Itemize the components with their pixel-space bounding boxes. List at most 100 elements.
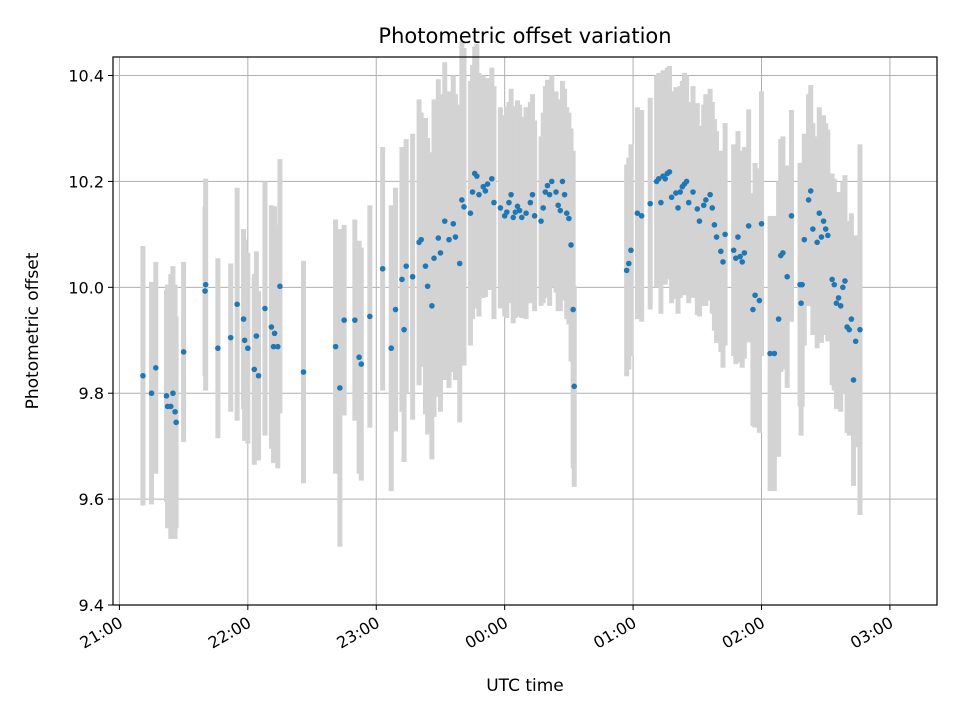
data-point	[784, 273, 790, 280]
data-point	[805, 197, 812, 203]
data-point	[690, 189, 696, 195]
data-point	[504, 209, 510, 215]
data-point	[469, 189, 476, 195]
data-point	[140, 372, 146, 379]
data-point	[270, 343, 277, 350]
data-point	[429, 303, 435, 309]
data-point	[446, 236, 452, 243]
data-point	[835, 295, 842, 301]
data-point	[227, 334, 234, 341]
data-point	[148, 390, 155, 397]
data-point	[172, 408, 178, 415]
data-point	[825, 232, 831, 239]
data-point	[358, 361, 365, 367]
data-point	[482, 188, 489, 194]
data-point	[435, 235, 442, 241]
data-point	[542, 189, 549, 195]
data-point	[510, 214, 517, 221]
data-point	[571, 383, 578, 390]
data-point	[388, 345, 395, 352]
data-point	[848, 316, 855, 322]
y-tick-label: 10.2	[68, 172, 104, 191]
data-point	[677, 189, 683, 195]
data-point	[418, 236, 424, 243]
data-point	[675, 205, 681, 211]
data-point	[527, 199, 534, 206]
data-point	[696, 218, 703, 224]
data-point	[700, 202, 707, 209]
y-tick-label: 9.6	[79, 490, 104, 509]
data-point	[745, 223, 752, 229]
data-point	[668, 194, 675, 201]
data-point	[516, 207, 523, 214]
data-point	[563, 210, 570, 216]
data-point	[713, 234, 720, 240]
data-point	[467, 210, 474, 216]
data-point	[801, 236, 808, 243]
data-point	[341, 317, 347, 323]
data-point	[356, 354, 362, 361]
data-point	[771, 350, 778, 357]
x-axis-label: UTC time	[486, 676, 564, 696]
data-point	[531, 213, 538, 219]
data-point	[555, 202, 561, 209]
data-point	[756, 297, 763, 304]
data-point	[662, 175, 668, 182]
data-point	[277, 283, 283, 290]
data-point	[837, 303, 844, 309]
data-point	[820, 218, 827, 224]
data-point	[553, 189, 559, 195]
data-point	[623, 267, 630, 274]
data-point	[523, 210, 529, 216]
data-point	[818, 234, 825, 240]
data-point	[735, 234, 741, 240]
data-point	[512, 209, 519, 215]
data-point	[807, 188, 814, 194]
y-tick-label: 10.0	[68, 278, 104, 297]
data-point	[234, 301, 240, 308]
data-point	[456, 260, 463, 267]
data-point	[484, 181, 491, 187]
data-point	[167, 403, 174, 410]
data-point	[271, 330, 278, 337]
data-point	[153, 364, 159, 371]
data-point	[788, 213, 795, 219]
data-point	[685, 199, 692, 206]
data-point	[799, 281, 805, 288]
y-tick-label: 9.8	[79, 384, 104, 403]
data-point	[720, 259, 726, 265]
data-point	[628, 247, 634, 254]
data-point	[241, 337, 248, 344]
data-point	[634, 210, 641, 216]
data-point	[538, 218, 544, 224]
data-point	[202, 288, 208, 294]
data-point	[852, 338, 859, 345]
data-point	[332, 343, 339, 350]
data-point	[647, 200, 654, 207]
data-point	[173, 419, 179, 426]
data-point	[506, 199, 512, 206]
data-point	[758, 220, 765, 227]
data-point	[733, 255, 739, 261]
data-point	[655, 175, 662, 182]
data-point	[544, 182, 551, 189]
data-point	[275, 343, 281, 350]
data-point	[626, 260, 632, 267]
data-point	[352, 317, 358, 323]
data-point	[694, 206, 701, 212]
data-point	[424, 283, 431, 290]
data-point	[431, 255, 437, 261]
data-point	[399, 276, 405, 283]
data-point	[202, 281, 209, 288]
data-point	[709, 205, 716, 211]
data-point	[489, 175, 495, 182]
data-point	[707, 191, 713, 198]
data-point	[262, 305, 268, 312]
data-point	[546, 191, 553, 198]
y-axis-ticks: 9.4 9.6 9.8 10.0 10.2 10.4	[68, 67, 113, 615]
data-point	[255, 372, 262, 379]
data-point	[737, 253, 743, 260]
data-point	[557, 207, 564, 214]
data-point	[367, 313, 373, 320]
